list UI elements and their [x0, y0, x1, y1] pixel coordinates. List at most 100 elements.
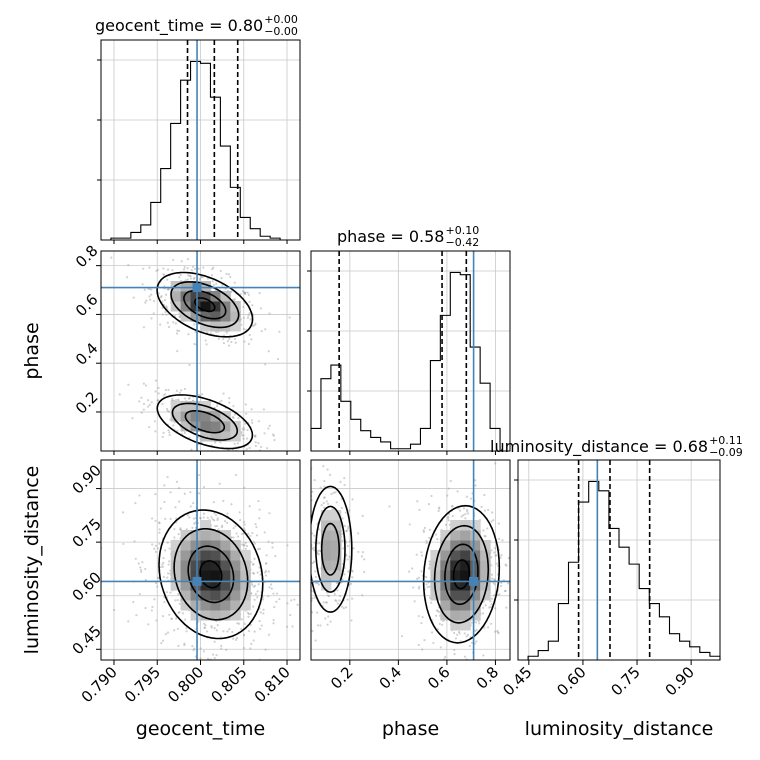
sample-point	[363, 570, 366, 574]
density-cell	[170, 560, 182, 571]
density-cell	[470, 570, 481, 581]
sample-point	[265, 554, 268, 557]
contour-line	[311, 485, 353, 613]
sample-point	[226, 340, 229, 343]
sample-point	[242, 543, 246, 546]
sample-point	[342, 607, 345, 610]
sample-point	[341, 517, 344, 520]
sample-point	[192, 247, 194, 249]
sample-point	[440, 623, 444, 626]
density-cell	[210, 590, 221, 601]
sample-point	[192, 517, 195, 520]
sample-point	[198, 278, 201, 281]
sample-point	[229, 275, 232, 279]
title-plus: +0.00	[264, 13, 298, 26]
sample-point	[221, 524, 224, 527]
sample-point	[235, 638, 238, 642]
sample-point	[199, 516, 202, 520]
sample-point	[497, 632, 500, 635]
sample-point	[490, 556, 493, 559]
sample-point	[213, 640, 216, 643]
sample-point	[244, 291, 247, 295]
sample-point	[322, 464, 325, 468]
sample-point	[408, 570, 411, 573]
sample-point	[252, 563, 255, 566]
sample-point	[345, 529, 349, 532]
density-cell	[460, 550, 471, 561]
y-axis-label-luminosity_distance: luminosity_distance	[21, 466, 43, 655]
sample-point	[236, 622, 239, 625]
density-cell	[210, 550, 221, 561]
y-axis-label-phase: phase	[21, 322, 43, 379]
sample-point	[466, 512, 470, 515]
sample-point	[175, 332, 179, 335]
density-cell	[180, 291, 192, 302]
sample-point	[206, 516, 209, 519]
sample-point	[158, 522, 161, 525]
sample-point	[227, 344, 231, 347]
sample-point	[275, 600, 278, 603]
sample-point	[246, 532, 250, 535]
sample-point	[211, 268, 214, 271]
sample-point	[411, 567, 414, 570]
sample-point	[199, 647, 202, 650]
sample-point	[166, 278, 169, 281]
sample-point	[192, 277, 195, 280]
sample-point	[348, 509, 351, 512]
sample-point	[186, 514, 189, 517]
sample-point	[154, 519, 157, 522]
sample-point	[326, 468, 329, 471]
sample-point	[269, 583, 273, 586]
sample-point	[164, 517, 167, 520]
density-cell	[200, 530, 211, 541]
sample-point	[484, 535, 487, 538]
sample-point	[465, 495, 469, 498]
sample-point	[456, 688, 458, 690]
sample-point	[233, 337, 237, 341]
sample-point	[328, 473, 332, 476]
sample-point	[177, 611, 180, 614]
sample-point	[213, 627, 216, 630]
density-cell	[210, 600, 221, 611]
sample-point	[255, 534, 259, 537]
sample-point	[494, 630, 497, 633]
sample-point	[178, 391, 182, 394]
sample-point	[142, 382, 145, 385]
sample-point	[161, 435, 164, 438]
sample-point	[171, 397, 174, 401]
sample-point	[240, 618, 243, 621]
contour-line	[184, 410, 226, 434]
title-plus: +0.10	[445, 224, 479, 237]
density-cell	[450, 520, 461, 531]
density-cell	[470, 610, 481, 621]
sample-point	[267, 595, 270, 598]
sample-point	[473, 479, 477, 482]
sample-point	[209, 332, 213, 335]
sample-point	[197, 267, 200, 270]
sample-point	[422, 529, 425, 532]
sample-point	[313, 596, 316, 599]
density-cell	[190, 291, 201, 302]
sample-point	[222, 630, 225, 633]
sample-point	[256, 590, 259, 593]
sample-point	[248, 505, 251, 508]
sample-point	[160, 641, 163, 645]
sample-point	[243, 529, 247, 532]
density-cell	[220, 311, 231, 322]
sample-point	[215, 331, 218, 334]
sample-point	[249, 612, 252, 616]
x-axis-label-luminosity_distance: luminosity_distance	[525, 718, 714, 740]
sample-point	[267, 540, 270, 543]
sample-point	[205, 630, 209, 633]
sample-point	[232, 536, 235, 539]
sample-point	[140, 396, 143, 399]
sample-point	[483, 626, 486, 629]
sample-point	[202, 266, 205, 269]
sample-point	[273, 438, 276, 442]
sample-point	[181, 612, 184, 615]
sample-point	[252, 540, 255, 543]
sample-point	[165, 293, 168, 296]
sample-point	[242, 633, 246, 636]
sample-point	[178, 602, 181, 605]
sample-point	[436, 609, 440, 613]
